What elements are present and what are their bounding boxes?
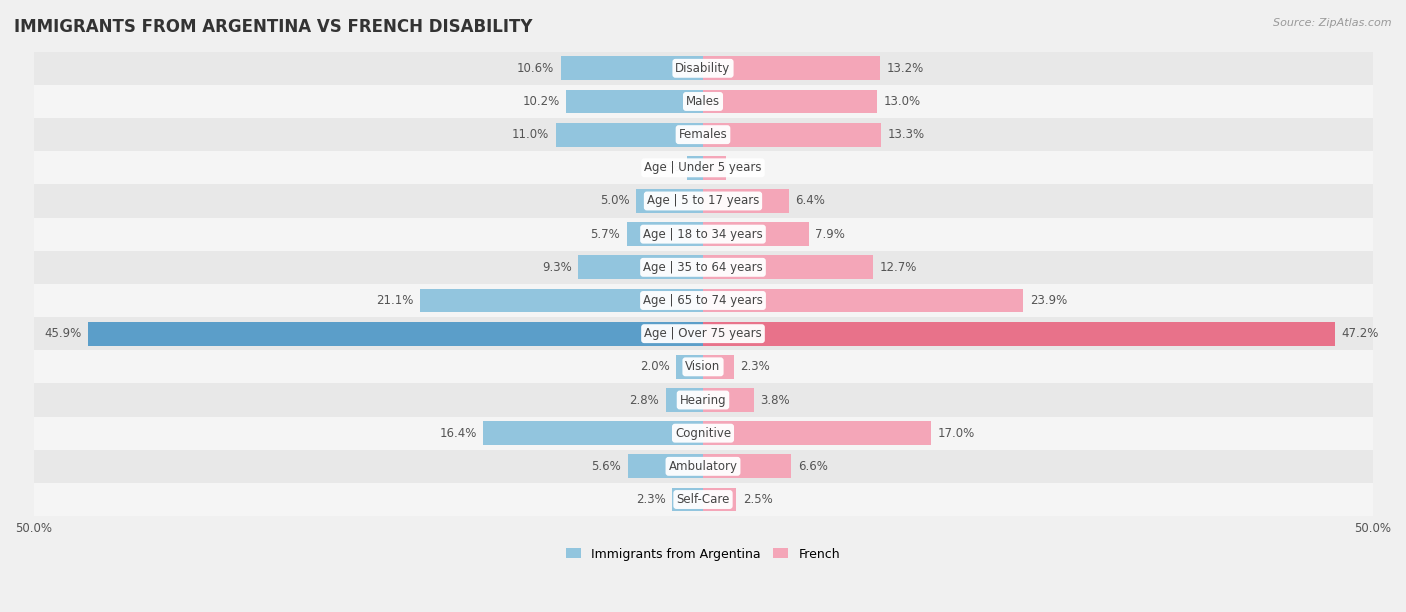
Text: 2.0%: 2.0% [640,360,669,373]
Bar [703,322,1336,346]
Bar [34,151,1372,184]
Text: 17.0%: 17.0% [938,427,974,439]
Text: 45.9%: 45.9% [45,327,82,340]
Bar [703,388,754,412]
Text: 5.7%: 5.7% [591,228,620,241]
Bar [676,355,703,379]
Bar [484,421,703,445]
Text: 5.0%: 5.0% [600,195,630,207]
Text: Females: Females [679,128,727,141]
Bar [688,156,703,180]
Text: 47.2%: 47.2% [1341,327,1379,340]
Bar [34,251,1372,284]
Text: IMMIGRANTS FROM ARGENTINA VS FRENCH DISABILITY: IMMIGRANTS FROM ARGENTINA VS FRENCH DISA… [14,18,533,36]
Bar [34,184,1372,218]
Text: Age | 65 to 74 years: Age | 65 to 74 years [643,294,763,307]
Text: 13.3%: 13.3% [887,128,925,141]
Bar [34,350,1372,384]
Bar [703,488,737,512]
Bar [34,317,1372,350]
Bar [34,483,1372,516]
Bar [628,454,703,479]
Text: 9.3%: 9.3% [543,261,572,274]
Text: 23.9%: 23.9% [1029,294,1067,307]
Legend: Immigrants from Argentina, French: Immigrants from Argentina, French [561,543,845,565]
Text: 21.1%: 21.1% [377,294,413,307]
Text: 16.4%: 16.4% [439,427,477,439]
Text: Age | Over 75 years: Age | Over 75 years [644,327,762,340]
Text: 13.2%: 13.2% [886,62,924,75]
Bar [34,118,1372,151]
Bar [703,156,725,180]
Text: 11.0%: 11.0% [512,128,548,141]
Text: Ambulatory: Ambulatory [668,460,738,473]
Text: 2.3%: 2.3% [741,360,770,373]
Text: Disability: Disability [675,62,731,75]
Bar [34,85,1372,118]
Bar [703,89,877,113]
Bar [703,222,808,246]
Text: Age | 5 to 17 years: Age | 5 to 17 years [647,195,759,207]
Bar [567,89,703,113]
Text: Age | 35 to 64 years: Age | 35 to 64 years [643,261,763,274]
Bar [665,388,703,412]
Text: 6.4%: 6.4% [796,195,825,207]
Bar [703,56,880,80]
Text: 6.6%: 6.6% [799,460,828,473]
Text: 2.3%: 2.3% [636,493,665,506]
Text: 10.6%: 10.6% [517,62,554,75]
Bar [34,218,1372,251]
Bar [34,384,1372,417]
Text: Vision: Vision [685,360,721,373]
Bar [703,122,882,147]
Text: Hearing: Hearing [679,394,727,406]
Text: 10.2%: 10.2% [523,95,560,108]
Bar [636,189,703,213]
Text: Cognitive: Cognitive [675,427,731,439]
Text: 3.8%: 3.8% [761,394,790,406]
Bar [555,122,703,147]
Text: 5.6%: 5.6% [592,460,621,473]
Bar [561,56,703,80]
Bar [34,52,1372,85]
Bar [703,421,931,445]
Text: 2.5%: 2.5% [744,493,773,506]
Bar [703,355,734,379]
Text: 1.2%: 1.2% [651,162,681,174]
Text: 1.7%: 1.7% [733,162,762,174]
Bar [703,255,873,279]
Text: Males: Males [686,95,720,108]
Bar [34,284,1372,317]
Text: 7.9%: 7.9% [815,228,845,241]
Bar [703,189,789,213]
Bar [34,450,1372,483]
Bar [89,322,703,346]
Bar [420,288,703,313]
Text: 2.8%: 2.8% [628,394,659,406]
Bar [703,454,792,479]
Bar [703,288,1024,313]
Text: 12.7%: 12.7% [880,261,917,274]
Bar [578,255,703,279]
Text: Age | Under 5 years: Age | Under 5 years [644,162,762,174]
Text: Source: ZipAtlas.com: Source: ZipAtlas.com [1274,18,1392,28]
Bar [627,222,703,246]
Text: 13.0%: 13.0% [884,95,921,108]
Text: Age | 18 to 34 years: Age | 18 to 34 years [643,228,763,241]
Bar [672,488,703,512]
Text: Self-Care: Self-Care [676,493,730,506]
Bar [34,417,1372,450]
